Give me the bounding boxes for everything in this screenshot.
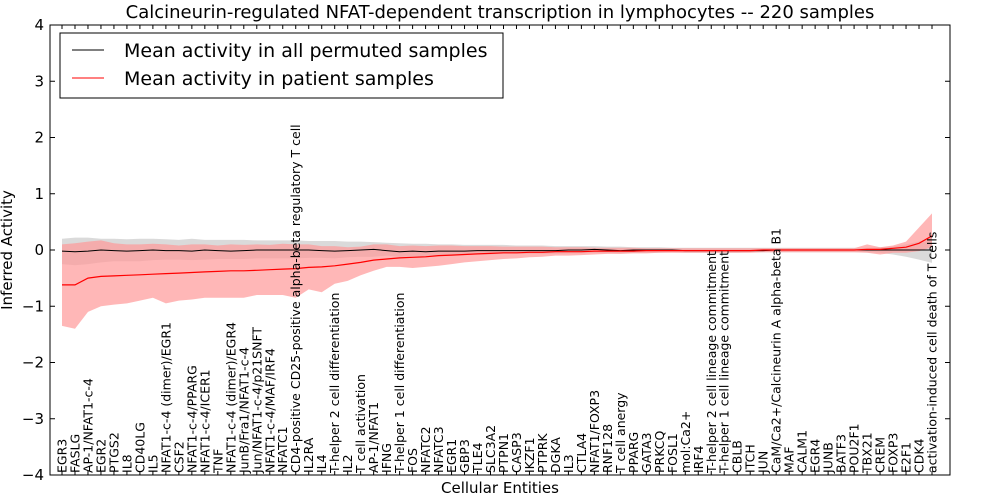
x-category-label: IKZF1 — [522, 437, 537, 473]
x-category-label: EGR2 — [94, 439, 109, 473]
x-category-label: IL2RA — [301, 437, 316, 473]
x-category-label: NFAT1-c-4 (dimer)/EGR1 — [158, 322, 173, 473]
x-category-label: GBP3 — [457, 439, 472, 473]
series-line-patient — [62, 235, 933, 286]
x-category-label: T-helper 1 cell differentiation — [392, 293, 407, 474]
x-category-label: IL2 — [340, 454, 355, 473]
y-tick-label: −1 — [22, 297, 44, 315]
legend: Mean activity in all permuted samples Me… — [59, 32, 504, 99]
x-category-label: PTGS2 — [106, 432, 121, 473]
x-category-label: NFATC2 — [418, 426, 433, 473]
x-category-label: PTPRK — [535, 433, 550, 473]
x-category-label: CSF2 — [171, 441, 186, 473]
x-category-label: CTLA4 — [574, 433, 589, 473]
x-category-label: PRKCQ — [652, 431, 667, 473]
x-category-label: GATA3 — [639, 433, 654, 473]
x-category-label: T cell activation — [353, 374, 368, 474]
plot-frame — [49, 24, 951, 476]
y-tick-label: 3 — [34, 72, 44, 90]
x-category-label: NFAT1-c-4/ICER1 — [197, 369, 212, 473]
x-category-label: ITCH — [743, 444, 758, 473]
x-category-label: CASP3 — [509, 432, 524, 473]
x-category-label: EGR4 — [808, 439, 823, 473]
x-category-label: AP-1/NFAT1 — [366, 402, 381, 473]
x-category-label: PPARG — [626, 432, 641, 473]
x-category-label: DGKA — [548, 437, 563, 473]
legend-label-patient: Mean activity in patient samples — [124, 68, 434, 90]
x-category-label: NFAT1-c-4/MAF/IRF4 — [262, 348, 277, 473]
x-category-label: E2F1 — [899, 442, 914, 473]
x-category-label: CBLB — [730, 440, 745, 473]
x-category-label: FASLG — [68, 434, 83, 473]
x-category-label: CREM — [873, 437, 888, 473]
x-category-label: Jun/NFAT1-c-4/p21SNFT — [249, 327, 264, 474]
x-category-label: PTPN1 — [496, 433, 511, 473]
x-category-label: NFATC1 — [275, 426, 290, 473]
chart-title: Calcineurin-regulated NFAT-dependent tra… — [126, 2, 875, 23]
x-category-label: BATF3 — [834, 434, 849, 473]
y-tick-label: −2 — [22, 354, 44, 372]
y-tick-label: 4 — [34, 16, 44, 34]
x-category-label: NFATC3 — [431, 426, 446, 473]
series-lines — [61, 235, 933, 286]
x-category-label: NFAT1-c-4/PPARG — [184, 365, 199, 473]
x-category-label: SLC3A2 — [483, 425, 498, 473]
x-axis-ticks — [61, 25, 933, 475]
x-category-label: CALM1 — [795, 430, 810, 473]
x-category-label: EGR3 — [55, 439, 70, 473]
y-tick-label: −3 — [22, 410, 44, 428]
x-category-label: IL4 — [314, 454, 329, 473]
y-tick-label: 2 — [34, 129, 44, 147]
x-category-label: JunB/Fra1/NFAT1-c-4 — [236, 347, 251, 474]
x-category-label: T-helper 1 cell lineage commitment — [717, 251, 732, 474]
x-category-label: TLE4 — [470, 442, 485, 473]
x-category-label: activation-induced cell death of T cells — [925, 232, 940, 473]
x-category-label: TNF — [210, 449, 225, 474]
x-category-label: FOSL1 — [665, 433, 680, 473]
x-category-label: IFNG — [379, 443, 394, 473]
x-category-label: JUNB — [821, 442, 836, 474]
x-category-label: mol:Ca2+ — [678, 411, 693, 473]
y-tick-label: 0 — [34, 241, 44, 259]
x-category-label: IL8 — [119, 454, 134, 473]
y-axis-ticks: −4 −3 −2 −1 0 1 2 3 4 — [22, 16, 950, 484]
x-category-label: JUN — [756, 451, 771, 474]
y-tick-label: 1 — [34, 185, 44, 203]
category-labels: EGR3FASLGAP-1/NFAT1-c-4EGR2PTGS2IL8CD40L… — [55, 124, 940, 474]
y-axis-label: Inferred Activity — [0, 190, 16, 310]
x-category-label: AP-1/NFAT1-c-4 — [81, 378, 96, 473]
x-category-label: IL3 — [561, 454, 576, 473]
x-axis-label: Cellular Entities — [441, 479, 559, 497]
x-category-label: EGR1 — [444, 439, 459, 473]
x-category-label: CDK4 — [912, 438, 927, 473]
x-category-label: MAF — [782, 447, 797, 474]
x-category-label: CD4-positive CD25-positive alpha-beta re… — [288, 124, 303, 473]
x-category-label: NFAT1/FOXP3 — [587, 390, 602, 473]
x-category-label: T-helper 2 cell lineage commitment — [704, 251, 719, 474]
y-tick-label: −4 — [22, 466, 44, 484]
x-category-label: RNF128 — [600, 424, 615, 473]
legend-label-permuted: Mean activity in all permuted samples — [124, 40, 487, 62]
x-category-label: POU2F1 — [847, 423, 862, 473]
x-category-label: T-helper 2 cell differentiation — [327, 293, 342, 474]
x-category-label: IL5 — [145, 454, 160, 473]
x-category-label: IRF4 — [691, 445, 706, 473]
x-category-label: T cell anergy — [613, 392, 628, 474]
x-category-label: FOS — [405, 448, 420, 473]
x-category-label: FOXP3 — [886, 433, 901, 473]
x-category-label: CaM/Ca2+/Calcineurin A alpha-beta B1 — [769, 228, 784, 473]
legend-box — [59, 32, 504, 99]
x-category-label: NFAT1-c-4 (dimer)/EGR4 — [223, 322, 238, 473]
x-category-label: TBX21 — [860, 432, 875, 474]
x-category-label: CD40LG — [132, 422, 147, 473]
